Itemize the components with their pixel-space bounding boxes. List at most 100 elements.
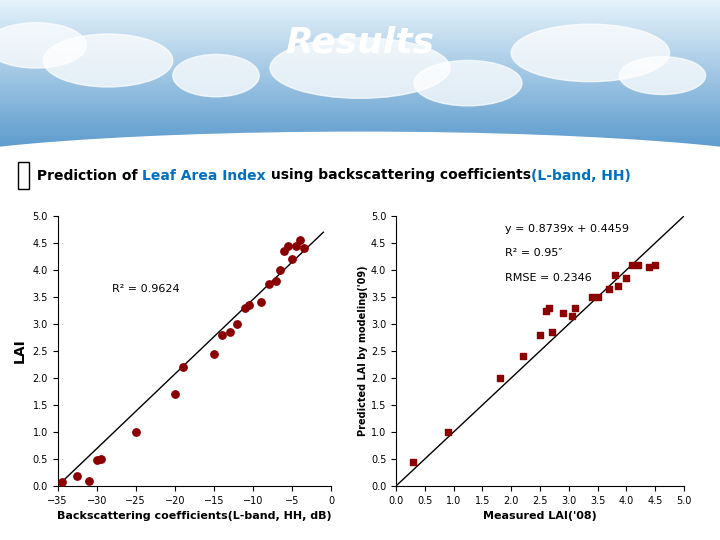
Bar	[0, 123, 720, 124]
Bar	[0, 142, 720, 143]
Bar	[0, 82, 720, 83]
Bar	[0, 115, 720, 116]
Bar	[0, 77, 720, 78]
Ellipse shape	[414, 60, 522, 106]
Bar	[0, 57, 720, 58]
Bar	[0, 94, 720, 95]
Bar	[0, 121, 720, 122]
Bar	[0, 3, 720, 4]
Ellipse shape	[511, 24, 670, 82]
Bar	[0, 79, 720, 80]
Bar	[0, 147, 720, 148]
Bar	[18, 163, 29, 189]
Bar	[0, 45, 720, 46]
Point	[592, 293, 603, 301]
Point	[644, 263, 655, 272]
Bar	[0, 83, 720, 84]
Point	[603, 285, 615, 293]
Bar	[0, 56, 720, 57]
Bar	[0, 140, 720, 141]
Point	[83, 476, 94, 485]
Bar	[0, 12, 720, 13]
X-axis label: Backscattering coefficients(L-band, HH, dB): Backscattering coefficients(L-band, HH, …	[57, 511, 332, 521]
Point	[208, 349, 220, 358]
Point	[543, 303, 554, 312]
Bar	[0, 50, 720, 51]
Point	[287, 255, 298, 264]
Bar	[0, 59, 720, 60]
Bar	[0, 36, 720, 37]
Point	[55, 477, 67, 486]
Bar	[0, 134, 720, 136]
Point	[632, 260, 644, 269]
Bar	[0, 73, 720, 74]
Bar	[0, 34, 720, 35]
Bar	[0, 124, 720, 125]
Bar	[0, 137, 720, 138]
Point	[626, 260, 638, 269]
Bar	[0, 4, 720, 5]
Bar	[0, 148, 720, 149]
Text: (L-band, HH): (L-band, HH)	[531, 168, 631, 183]
Bar	[0, 111, 720, 112]
Bar	[0, 130, 720, 131]
Bar	[0, 60, 720, 61]
Bar	[0, 127, 720, 128]
Point	[95, 455, 107, 463]
Point	[91, 456, 102, 464]
Bar	[0, 102, 720, 103]
Bar	[0, 5, 720, 6]
Bar	[0, 68, 720, 69]
Bar	[0, 119, 720, 120]
Bar	[0, 7, 720, 8]
Bar	[0, 150, 720, 151]
Bar	[0, 104, 720, 105]
Text: y = 0.8739x + 0.4459: y = 0.8739x + 0.4459	[505, 224, 629, 234]
Bar	[0, 105, 720, 106]
Ellipse shape	[619, 57, 706, 94]
Point	[609, 271, 621, 280]
Bar	[0, 89, 720, 90]
Bar	[0, 15, 720, 16]
Point	[294, 236, 306, 245]
Bar	[0, 33, 720, 34]
Bar	[0, 107, 720, 108]
Bar	[0, 84, 720, 85]
Point	[255, 298, 266, 307]
Bar	[0, 122, 720, 123]
Bar	[0, 66, 720, 68]
Point	[71, 472, 83, 481]
Point	[282, 241, 294, 250]
Bar	[0, 99, 720, 100]
Y-axis label: Predicted LAI by modeling('09): Predicted LAI by modeling('09)	[358, 266, 368, 436]
Bar	[0, 90, 720, 91]
Bar	[0, 9, 720, 10]
Bar	[0, 109, 720, 110]
Bar	[0, 144, 720, 145]
Bar	[0, 71, 720, 72]
Bar	[0, 108, 720, 109]
Bar	[0, 62, 720, 63]
Bar	[0, 16, 720, 17]
Point	[557, 309, 569, 318]
Bar	[0, 11, 720, 12]
X-axis label: Measured LAI('08): Measured LAI('08)	[483, 511, 597, 521]
Bar	[0, 129, 720, 130]
Point	[534, 330, 546, 339]
Bar	[0, 38, 720, 39]
Point	[517, 352, 528, 361]
Bar	[0, 23, 720, 24]
Point	[540, 306, 552, 315]
Bar	[0, 125, 720, 126]
Bar	[0, 55, 720, 56]
Point	[243, 301, 255, 309]
Bar	[0, 78, 720, 79]
Bar	[0, 42, 720, 43]
Text: Prediction of: Prediction of	[32, 168, 143, 183]
Bar	[0, 145, 720, 146]
Y-axis label: LAI: LAI	[13, 339, 27, 363]
Bar	[0, 141, 720, 142]
Bar	[0, 32, 720, 33]
Bar	[0, 47, 720, 48]
Bar	[0, 13, 720, 14]
